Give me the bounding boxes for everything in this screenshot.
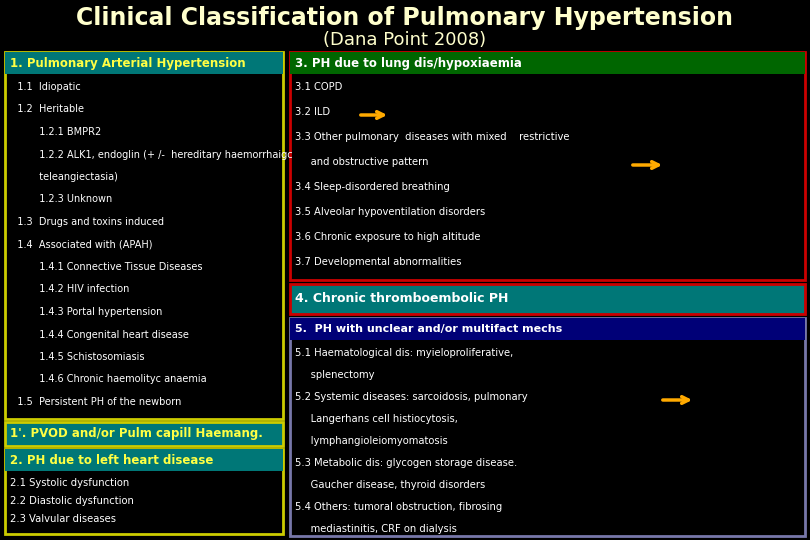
- Bar: [290, 318, 805, 340]
- Text: 3. PH due to lung dis/hypoxiaemia: 3. PH due to lung dis/hypoxiaemia: [295, 57, 522, 70]
- Text: teleangiectasia): teleangiectasia): [8, 172, 118, 182]
- Text: and obstructive pattern: and obstructive pattern: [295, 157, 428, 167]
- Text: (Dana Point 2008): (Dana Point 2008): [323, 31, 487, 49]
- Text: 2.2 Diastolic dysfunction: 2.2 Diastolic dysfunction: [10, 496, 134, 506]
- Text: 1'. PVOD and/or Pulm capill Haemang.: 1'. PVOD and/or Pulm capill Haemang.: [10, 428, 263, 441]
- Text: 3.6 Chronic exposure to high altitude: 3.6 Chronic exposure to high altitude: [295, 232, 480, 242]
- Text: 1.1  Idiopatic: 1.1 Idiopatic: [8, 82, 81, 92]
- Text: 2.1 Systolic dysfunction: 2.1 Systolic dysfunction: [10, 478, 130, 488]
- Text: 5.4 Others: tumoral obstruction, fibrosing: 5.4 Others: tumoral obstruction, fibrosi…: [295, 502, 502, 512]
- Text: 5.  PH with unclear and/or multifact mechs: 5. PH with unclear and/or multifact mech…: [295, 324, 562, 334]
- Text: 3.1 COPD: 3.1 COPD: [295, 82, 343, 92]
- Bar: [5, 52, 283, 74]
- Text: splenectomy: splenectomy: [295, 370, 374, 380]
- Bar: [5, 422, 283, 446]
- Text: lymphangioleiomyomatosis: lymphangioleiomyomatosis: [295, 436, 448, 446]
- Text: 1.4  Associated with (APAH): 1.4 Associated with (APAH): [8, 240, 152, 249]
- Text: 1.2.3 Unknown: 1.2.3 Unknown: [8, 194, 113, 205]
- Text: 3.4 Sleep-disordered breathing: 3.4 Sleep-disordered breathing: [295, 182, 450, 192]
- Text: 1.5  Persistent PH of the newborn: 1.5 Persistent PH of the newborn: [8, 397, 181, 407]
- Text: 1.4.1 Connective Tissue Diseases: 1.4.1 Connective Tissue Diseases: [8, 262, 202, 272]
- Text: Gaucher disease, thyroid disorders: Gaucher disease, thyroid disorders: [295, 480, 485, 490]
- Text: 1.3  Drugs and toxins induced: 1.3 Drugs and toxins induced: [8, 217, 164, 227]
- Text: 3.7 Developmental abnormalities: 3.7 Developmental abnormalities: [295, 257, 462, 267]
- Text: 2. PH due to left heart disease: 2. PH due to left heart disease: [10, 454, 213, 467]
- Text: 3.5 Alveolar hypoventilation disorders: 3.5 Alveolar hypoventilation disorders: [295, 207, 485, 217]
- Text: 3.2 ILD: 3.2 ILD: [295, 107, 330, 117]
- Text: 5.2 Systemic diseases: sarcoidosis, pulmonary: 5.2 Systemic diseases: sarcoidosis, pulm…: [295, 392, 527, 402]
- Bar: [5, 52, 283, 419]
- Bar: [290, 52, 805, 280]
- Text: 1.4.6 Chronic haemolityc anaemia: 1.4.6 Chronic haemolityc anaemia: [8, 375, 207, 384]
- Bar: [290, 318, 805, 536]
- Text: mediastinitis, CRF on dialysis: mediastinitis, CRF on dialysis: [295, 524, 457, 534]
- Bar: [290, 284, 805, 314]
- Text: 1.4.5 Schistosomiasis: 1.4.5 Schistosomiasis: [8, 352, 144, 362]
- Bar: [290, 52, 805, 74]
- Text: 4. Chronic thromboembolic PH: 4. Chronic thromboembolic PH: [295, 293, 509, 306]
- Text: Clinical Classification of Pulmonary Hypertension: Clinical Classification of Pulmonary Hyp…: [76, 6, 734, 30]
- Text: 5.3 Metabolic dis: glycogen storage disease.: 5.3 Metabolic dis: glycogen storage dise…: [295, 458, 518, 468]
- Text: 3.3 Other pulmonary  diseases with mixed    restrictive: 3.3 Other pulmonary diseases with mixed …: [295, 132, 569, 142]
- Text: 1.2.1 BMPR2: 1.2.1 BMPR2: [8, 127, 101, 137]
- Bar: [5, 449, 283, 471]
- Text: 1.2  Heritable: 1.2 Heritable: [8, 105, 84, 114]
- Text: 1.4.4 Congenital heart disease: 1.4.4 Congenital heart disease: [8, 329, 189, 340]
- Text: 5.1 Haematological dis: myieloproliferative,: 5.1 Haematological dis: myieloproliferat…: [295, 348, 514, 358]
- Text: 1. Pulmonary Arterial Hypertension: 1. Pulmonary Arterial Hypertension: [10, 57, 245, 70]
- Text: Langerhans cell histiocytosis,: Langerhans cell histiocytosis,: [295, 414, 458, 424]
- Text: 2.3 Valvular diseases: 2.3 Valvular diseases: [10, 514, 116, 524]
- Text: 1.2.2 ALK1, endoglin (+ /-  hereditary haemorrhaigc: 1.2.2 ALK1, endoglin (+ /- hereditary ha…: [8, 150, 292, 159]
- Text: 1.4.3 Portal hypertension: 1.4.3 Portal hypertension: [8, 307, 162, 317]
- Text: 1.4.2 HIV infection: 1.4.2 HIV infection: [8, 285, 130, 294]
- Bar: [5, 449, 283, 534]
